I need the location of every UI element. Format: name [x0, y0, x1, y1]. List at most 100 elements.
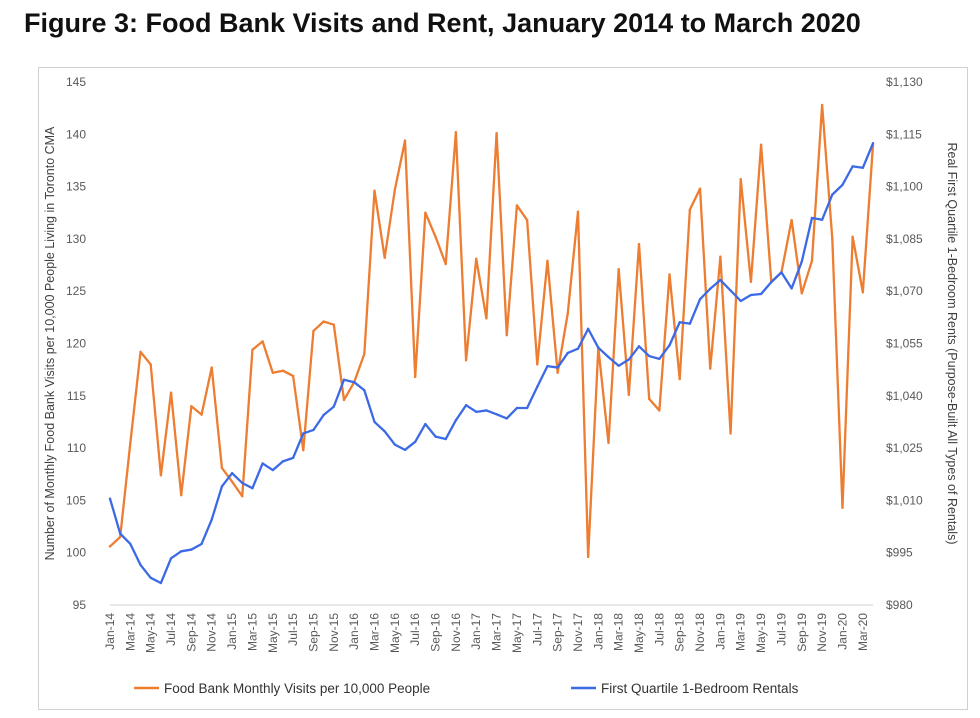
x-tick-label: Jan-14	[103, 613, 117, 650]
data-point-food-bank	[271, 371, 274, 374]
right-tick-label: $1,100	[886, 180, 923, 194]
right-tick-label: $980	[886, 598, 913, 612]
data-point-rentals	[495, 413, 498, 416]
data-point-food-bank	[149, 363, 152, 366]
x-tick-label: Jul-15	[286, 613, 300, 646]
data-point-rentals	[556, 366, 559, 369]
chart-area: 95 100 105 110 115 120 125 130 135 140 145 $980 $99…	[38, 67, 968, 710]
x-tick-label: Jan-15	[225, 613, 239, 650]
data-point-rentals	[159, 581, 163, 585]
figure-title: Figure 3: Food Bank Visits and Rent, Jan…	[24, 8, 861, 38]
data-point-rentals	[241, 481, 244, 485]
right-tick-label: $1,055	[886, 337, 923, 351]
data-point-rentals	[607, 355, 610, 359]
data-point-rentals	[169, 557, 173, 560]
data-point-food-bank	[749, 280, 753, 283]
data-point-rentals	[180, 550, 183, 553]
right-tick-label: $1,115	[886, 127, 922, 141]
data-point-food-bank	[230, 480, 234, 483]
data-point-food-bank	[709, 367, 712, 370]
data-point-rentals	[831, 193, 834, 196]
data-point-food-bank	[546, 259, 549, 263]
data-point-food-bank	[698, 187, 702, 190]
data-point-food-bank	[200, 413, 203, 416]
data-point-rentals	[464, 404, 468, 407]
data-point-food-bank	[647, 397, 651, 401]
x-tick-label: Jul-14	[164, 613, 178, 646]
data-point-rentals	[322, 413, 325, 417]
data-point-rentals	[719, 278, 722, 282]
data-point-food-bank	[790, 218, 793, 222]
x-tick-label: Jan-19	[713, 613, 727, 650]
data-point-food-bank	[607, 441, 610, 445]
data-point-rentals	[108, 497, 112, 500]
data-point-food-bank	[556, 371, 559, 374]
data-point-rentals	[414, 440, 417, 444]
data-point-food-bank	[444, 262, 447, 266]
data-point-food-bank	[190, 405, 193, 408]
data-point-food-bank	[627, 393, 631, 396]
data-point-rentals	[841, 183, 844, 187]
data-point-food-bank	[617, 268, 620, 271]
data-point-rentals	[291, 456, 295, 460]
data-point-rentals	[627, 358, 631, 361]
data-point-food-bank	[810, 259, 814, 263]
data-point-rentals	[658, 357, 661, 361]
data-point-rentals	[861, 166, 865, 169]
data-point-rentals	[363, 389, 366, 392]
data-point-rentals	[698, 298, 702, 301]
x-tick-label: Nov-16	[449, 613, 463, 652]
right-axis-ticks: $980 $995 $1,010 $1,025 $1,040 $1,055 $1,070 $1…	[886, 75, 923, 612]
data-point-food-bank	[180, 493, 183, 497]
data-point-food-bank	[688, 208, 692, 211]
right-tick-label: $1,025	[886, 441, 923, 455]
x-tick-label: Jan-18	[591, 613, 605, 650]
data-point-food-bank	[159, 474, 163, 477]
data-point-rentals	[210, 518, 213, 521]
data-point-rentals	[586, 327, 590, 331]
x-tick-label: Nov-14	[205, 613, 219, 652]
data-point-food-bank	[210, 366, 213, 369]
chart-svg: 95 100 105 110 115 120 125 130 135 140 145 $980 $99…	[43, 75, 959, 696]
x-tick-label: Sep-15	[306, 613, 320, 652]
data-point-rentals	[759, 292, 763, 296]
right-tick-label: $1,010	[886, 493, 923, 507]
series-line-food-bank	[108, 103, 875, 559]
data-point-rentals	[312, 428, 315, 432]
data-point-rentals	[810, 216, 814, 220]
data-point-food-bank	[536, 363, 539, 366]
x-tick-label: Jul-17	[530, 613, 544, 646]
data-point-food-bank	[241, 495, 244, 498]
data-point-rentals	[525, 406, 529, 410]
data-point-food-bank	[861, 291, 865, 294]
data-point-food-bank	[342, 398, 346, 402]
data-point-food-bank	[719, 255, 722, 258]
data-point-food-bank	[505, 333, 508, 337]
data-point-rentals	[485, 409, 488, 412]
data-point-rentals	[200, 542, 203, 546]
x-tick-label: Sep-16	[429, 613, 443, 652]
data-point-food-bank	[841, 506, 844, 509]
legend-label-food-bank: Food Bank Monthly Visits per 10,000 Peop…	[164, 681, 430, 696]
x-tick-label: Sep-19	[795, 613, 809, 652]
data-point-rentals	[393, 443, 397, 446]
x-tick-label: Mar-14	[123, 613, 137, 651]
data-point-rentals	[118, 532, 122, 535]
data-point-rentals	[190, 548, 193, 551]
x-tick-label: Sep-17	[551, 613, 565, 652]
data-point-food-bank	[668, 273, 671, 276]
data-point-food-bank	[851, 235, 854, 239]
data-point-food-bank	[414, 375, 417, 379]
data-point-rentals	[871, 142, 875, 145]
right-tick-label: $995	[886, 546, 913, 560]
x-tick-label: May-19	[754, 613, 768, 653]
left-tick-label: 95	[73, 598, 87, 612]
x-tick-label: Nov-19	[815, 613, 829, 652]
data-point-rentals	[576, 347, 580, 350]
data-point-food-bank	[800, 292, 803, 295]
left-tick-label: 130	[66, 232, 86, 246]
data-point-rentals	[820, 218, 824, 221]
data-point-rentals	[668, 344, 671, 347]
data-point-food-bank	[576, 210, 580, 213]
series-layer	[108, 103, 875, 585]
